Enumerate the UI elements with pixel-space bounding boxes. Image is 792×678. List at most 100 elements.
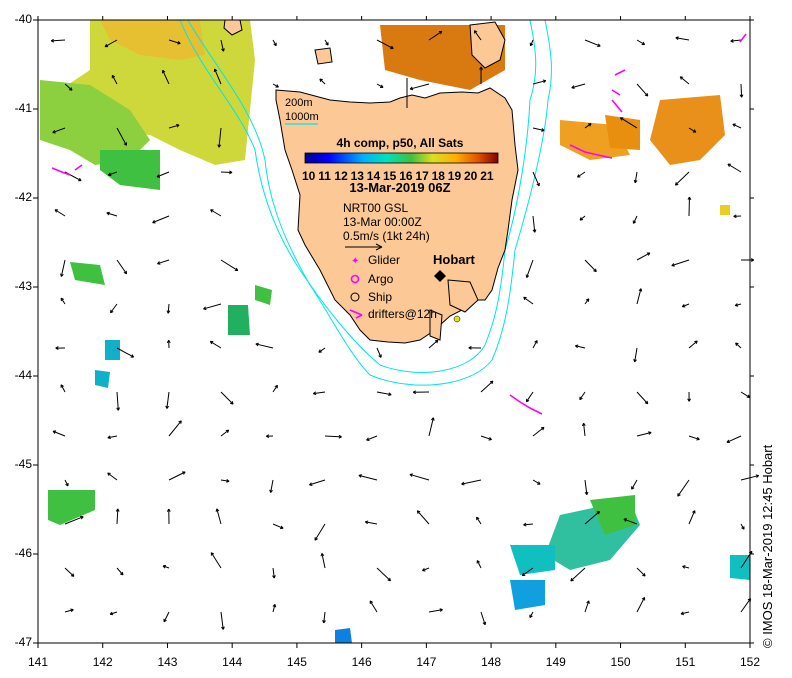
current-arrow [54,209,66,217]
current-arrow [272,603,277,613]
lon-tick-label: 141 [27,655,49,669]
lat-tick-label: -43 [14,279,32,293]
current-arrow [732,123,742,129]
current-arrow [209,340,222,349]
current-arrow [584,259,597,273]
current-arrow [525,259,534,278]
current-arrow [680,611,690,616]
current-arrow [64,567,75,577]
current-arrow [687,391,691,402]
current-arrow [319,78,326,85]
current-arrow [220,170,233,175]
current-arrow [220,611,225,630]
current-arrow [735,342,742,349]
current-arrow [476,516,482,525]
current-arrow [162,564,170,569]
current-arrow [532,127,545,132]
isobath-label-1000m: 1000m [285,111,319,123]
current-arrow [156,171,170,178]
current-arrow [584,510,601,525]
colorbar-tick-labels: 10 11 12 13 14 15 16 17 18 19 20 21 [302,169,494,183]
current-arrow [461,479,482,486]
current-arrow [619,117,638,129]
current-arrow [632,215,638,224]
current-arrow [116,567,124,576]
current-arrow [636,567,646,577]
current-arrow [730,38,742,43]
current-arrow [631,479,638,490]
current-arrow [529,39,534,47]
tasman-peninsula [447,279,479,313]
sst-patch-southeast-4 [510,580,545,610]
legend-label-ship: Ship [368,290,392,304]
current-arrow [688,510,696,525]
current-arrow [636,252,651,261]
current-arrow [220,479,230,483]
drifter-track [74,164,83,171]
sst-patch-east-small [720,205,730,215]
argo-symbol [350,274,360,284]
current-arrow [532,171,540,187]
current-arrow [633,171,638,184]
current-arrow [366,435,378,442]
plot-frame [37,19,751,644]
current-arrow [734,303,742,307]
current-arrow [727,163,742,173]
current-arrow [376,391,392,397]
current-arrow [272,39,277,47]
sst-patch-west [40,80,150,165]
current-arrow [479,66,483,85]
date-label: 13-Mar-2019 06Z [349,180,450,195]
tasmania-land [275,87,519,344]
isobath-200m [179,19,537,373]
current-arrow [152,215,170,224]
colorbar-tick-label: 11 [318,169,331,183]
drifter-symbol [349,309,363,319]
current-arrow [203,303,222,311]
current-arrow [272,523,284,530]
current-arrow [739,83,744,98]
current-arrow [110,303,118,314]
current-arrow [161,69,170,85]
sst-patch-northwest-inner [100,20,205,60]
drifter-track [614,69,626,76]
current-arrow [358,474,378,481]
colorbar-tick-label: 16 [399,169,413,183]
current-arrow [116,347,135,358]
current-arrow [480,611,487,626]
drifter-track [611,89,621,96]
colorbar-tick-label: 10 [302,169,316,183]
current-arrow [324,39,329,46]
current-arrow [313,391,326,396]
glider-position [453,315,461,323]
current-arrow [412,390,430,395]
sst-patch-east-3 [605,115,640,150]
current-arrow [529,611,534,619]
drifter-track [611,99,623,113]
currents-source-label: NRT00 GSL [343,201,408,215]
current-arrow [636,391,649,405]
sst-layer [40,20,750,643]
current-arrow [272,384,278,393]
sst-patch-southeast-2 [590,495,635,535]
current-arrow [480,380,494,393]
legend-label-argo: Argo [368,272,394,286]
current-arrow [215,508,222,525]
current-arrow [579,215,586,221]
colorbar-tick-label: 15 [383,169,397,183]
lat-tick-label: -45 [14,457,32,471]
sst-patch-east-2 [650,95,725,165]
current-arrow [255,342,274,349]
lat-tick-label: -42 [14,190,32,204]
flinders-island [469,21,506,69]
drifter-track [569,144,613,159]
current-arrow [104,39,118,48]
current-arrow [166,508,171,525]
ship-symbol [350,292,360,302]
current-arrow [416,510,430,525]
current-arrow [579,391,586,401]
place-label-hobart: Hobart [433,252,476,267]
current-arrow [740,598,752,613]
current-arrow [688,340,698,349]
colorbar-tick-label: 13 [351,169,365,183]
